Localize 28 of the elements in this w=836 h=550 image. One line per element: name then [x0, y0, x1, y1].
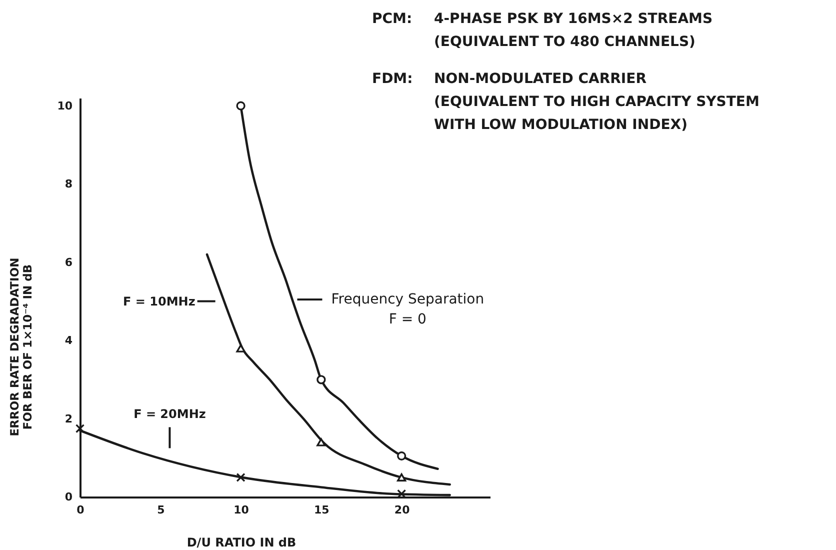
- text: PCM: 4-PHASE PSK BY 16MS×2 STREAMS: [372, 11, 713, 27]
- point: [397, 473, 406, 482]
- annotation: (EQUIVALENT TO HIGH CAPACITY SYSTEM WITH LOW MODULATION INDEX): [434, 94, 760, 133]
- point: [316, 375, 326, 384]
- y-tick-label: 10: [57, 99, 73, 112]
- x-tick-label: 10: [234, 504, 250, 516]
- y-tick-label: 6: [64, 256, 73, 269]
- legend-label: Frequency Separation F = 0: [331, 291, 484, 328]
- y-tick-label: 0: [64, 490, 73, 504]
- x-tick-label: 15: [314, 504, 330, 516]
- x-axis-title: D/U RATIO IN dB: [186, 536, 296, 550]
- x-tick-label: 20: [394, 504, 410, 516]
- text: F = 20MHz: [134, 407, 206, 422]
- text: FDM: NON-MODULATED CARRIER: [372, 71, 646, 87]
- point: [236, 344, 246, 352]
- text: (EQUIVALENT TO 480 CHANNELS): [434, 34, 696, 50]
- point: [236, 472, 246, 482]
- point: [75, 424, 85, 434]
- x-tick-label: 0: [76, 504, 85, 516]
- point: [397, 451, 406, 460]
- y-axis-title: ERROR RATE DEGRADATION FOR BER OF 1×10⁻⁴ IN dB: [8, 258, 34, 436]
- y-tick-label: 4: [64, 334, 73, 348]
- point: [316, 438, 326, 446]
- text: F = 10MHz: [123, 294, 196, 308]
- y-tick-label: 8: [64, 178, 72, 191]
- y-tick-label: 2: [64, 412, 72, 426]
- x-tick-label: 5: [157, 504, 165, 516]
- point: [236, 101, 246, 110]
